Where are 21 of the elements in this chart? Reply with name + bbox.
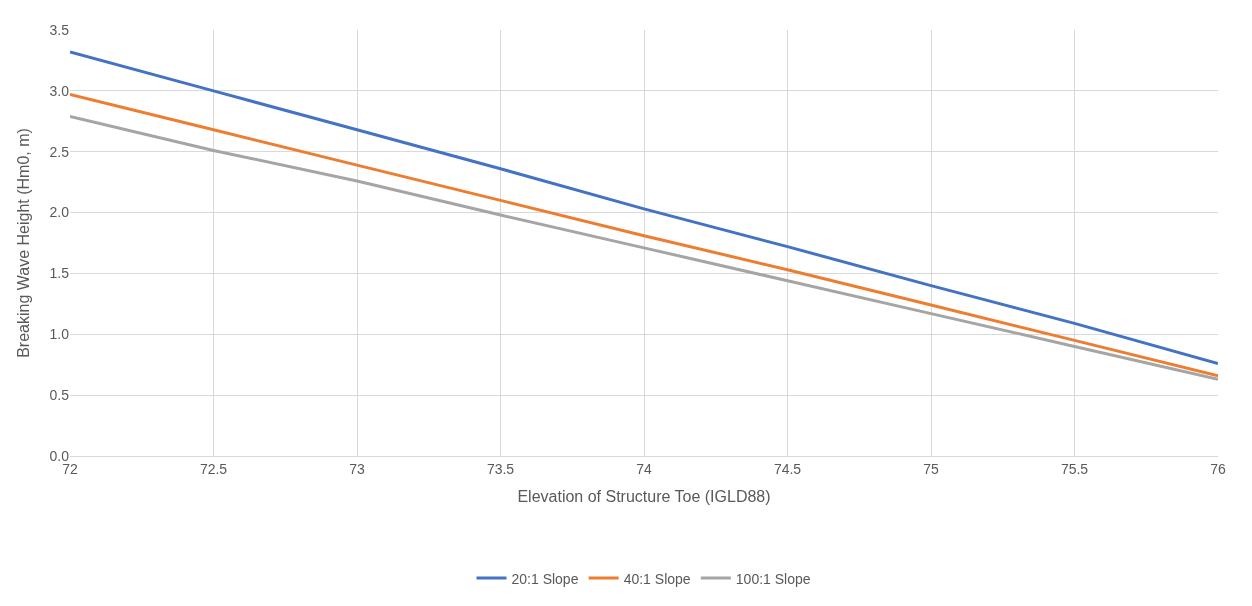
x-tick-label: 75 (923, 460, 939, 477)
y-tick-label: 2.5 (49, 143, 70, 160)
legend-label: 100:1 Slope (735, 570, 811, 587)
y-tick-label: 3.0 (49, 82, 70, 99)
x-tick-label: 73.5 (486, 460, 515, 477)
x-tick-label: 76 (1210, 460, 1226, 477)
y-tick-label: 0.5 (49, 387, 70, 404)
y-tick-label: 1.5 (49, 265, 70, 282)
legend-label: 40:1 Slope (623, 570, 691, 587)
x-axis-title: Elevation of Structure Toe (IGLD88) (517, 488, 771, 506)
legend-label: 20:1 Slope (511, 570, 579, 587)
line-series (70, 50, 1218, 365)
x-tick-label: 72.5 (199, 460, 228, 477)
x-tick-label: 75.5 (1060, 460, 1089, 477)
y-tick-label: 1.0 (49, 326, 70, 343)
y-tick-label: 3.5 (49, 21, 70, 38)
x-tick-label: 73 (349, 460, 365, 477)
x-tick-label: 74.5 (773, 460, 802, 477)
y-tick-label: 2.0 (49, 204, 70, 221)
x-tick-label: 74 (636, 460, 652, 477)
y-axis-title: Breaking Wave Height (Hm0, m) (15, 128, 33, 358)
